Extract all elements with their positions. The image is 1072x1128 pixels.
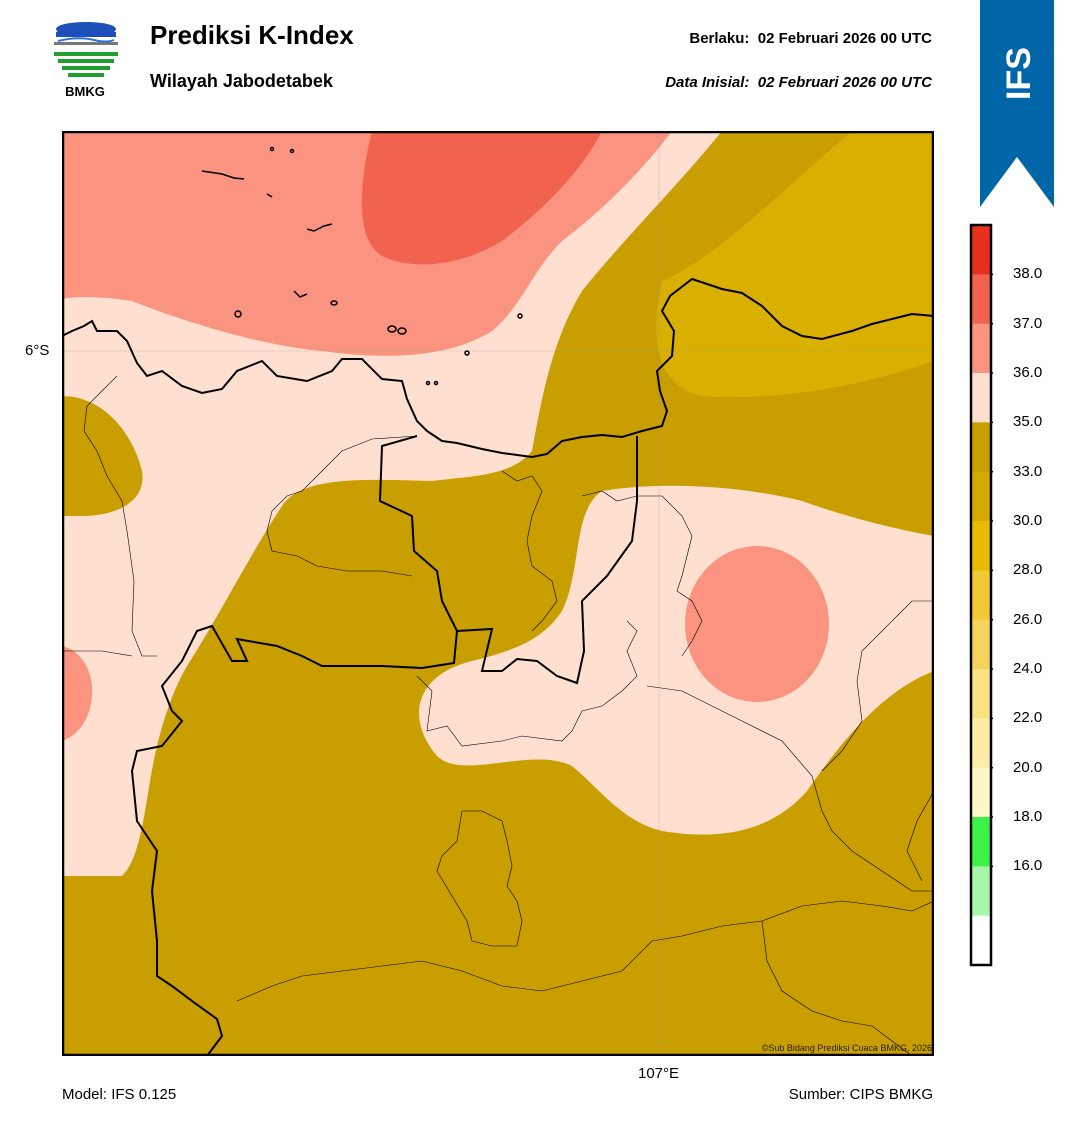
zone-33-35-west-bump	[62, 396, 143, 516]
copyright-text: ©Sub Bidang Prediksi Cuaca BMKG, 2026	[761, 1043, 932, 1053]
colorbar-tick-label: 33.0	[1013, 462, 1043, 480]
colorbar-band	[971, 422, 991, 473]
colorbar-tick-label: 20.0	[1013, 758, 1043, 776]
colorbar-band	[971, 570, 991, 621]
colorbar-band	[971, 767, 991, 818]
ifs-ribbon: IFS	[980, 0, 1054, 207]
colorbar-band	[971, 471, 991, 522]
zone-36-37-east	[685, 546, 829, 702]
zone-36-37-west	[62, 646, 93, 741]
valid-label: Berlaku:	[689, 30, 750, 47]
colorbar-band	[971, 521, 991, 571]
zone-37-38-north	[361, 131, 602, 265]
colorbar-band	[971, 373, 991, 423]
page-subtitle: Wilayah Jabodetabek	[150, 71, 333, 91]
init-label: Data Inisial:	[665, 74, 750, 91]
valid-value: 02 Februari 2026 00 UTC	[757, 30, 932, 47]
init-time: Data Inisial: 02 Februari 2026 00 UTC	[665, 74, 932, 91]
k-index-map	[62, 131, 934, 1056]
map-frame	[62, 131, 934, 1056]
colorbar-tick-label: 37.0	[1013, 314, 1043, 332]
colorbar-tick-label: 36.0	[1013, 364, 1043, 381]
colorbar-tick-label: 26.0	[1013, 610, 1043, 628]
regency-boundaries	[62, 375, 934, 1056]
colorbar-band	[971, 866, 991, 917]
colorbar-tick-label: 24.0	[1013, 660, 1043, 677]
page-title: Prediksi K-Index	[150, 20, 354, 50]
colorbar-band	[971, 817, 991, 867]
colorbar-tick-label: 38.0	[1013, 265, 1043, 283]
colorbar-band	[971, 915, 991, 966]
colorbar-tick-label: 30.0	[1013, 512, 1043, 529]
islands	[201, 146, 523, 386]
logo-text: BMKG	[65, 84, 105, 99]
colorbar-frame	[969, 223, 993, 967]
ribbon-text: IFS	[1000, 47, 1038, 100]
longitude-label: 107°E	[638, 1065, 680, 1082]
valid-time: Berlaku: 02 Februari 2026 00 UTC	[689, 30, 932, 47]
zone-30-33-northeast	[656, 131, 934, 397]
colorbar-band	[971, 323, 991, 374]
province-boundary	[130, 624, 458, 1056]
colorbar-tick-label: 18.0	[1013, 808, 1043, 825]
colorbar-tick-label: 28.0	[1013, 561, 1043, 579]
colorbar-band	[971, 718, 991, 769]
province-boundary	[378, 435, 638, 685]
source-label: Sumber: CIPS BMKG	[788, 1086, 933, 1103]
colorbar-band	[971, 274, 991, 325]
bmkg-logo	[48, 18, 124, 104]
init-value: 02 Februari 2026 00 UTC	[757, 74, 932, 91]
latitude-label: 6°S	[25, 342, 50, 359]
colorbar-band	[971, 619, 991, 670]
colorbar-band	[971, 225, 991, 275]
coastline	[62, 277, 934, 459]
colorbar-band	[971, 669, 991, 719]
model-label: Model: IFS 0.125	[62, 1086, 177, 1103]
colorbar-tick-label: 35.0	[1013, 413, 1043, 431]
colorbar-tick-label: 22.0	[1013, 709, 1043, 727]
colorbar	[969, 223, 993, 967]
colorbar-tick-label: 16.0	[1013, 857, 1043, 875]
